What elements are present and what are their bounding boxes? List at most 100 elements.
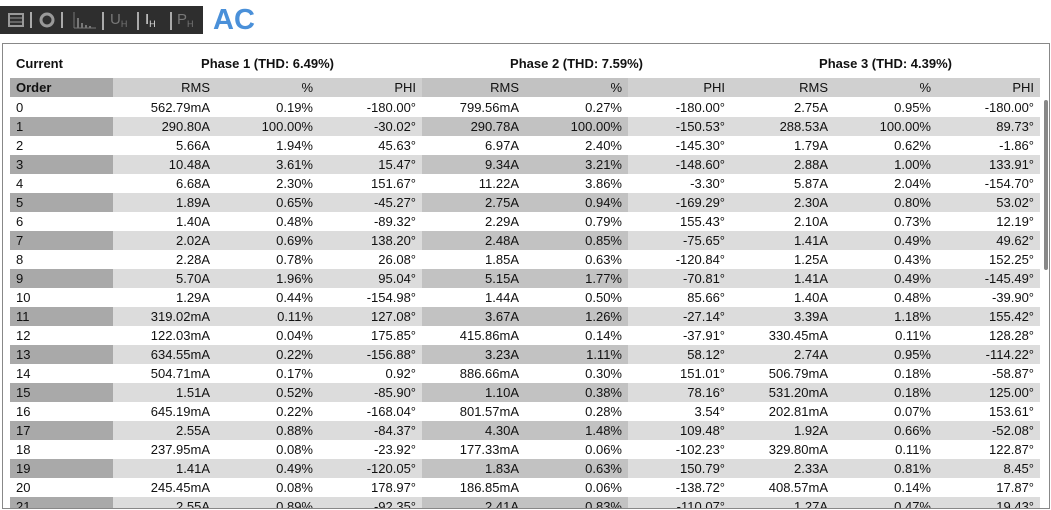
value-cell: 0.11% <box>895 328 931 343</box>
value-cell: 19.43° <box>937 497 1040 508</box>
value-cell: 0.88% <box>216 421 319 440</box>
value-cell: 177.33mA <box>459 442 519 457</box>
value-cell: 329.80mA <box>768 442 828 457</box>
value-cell: 1.44A <box>485 290 519 305</box>
value-cell: 1.26% <box>525 307 628 326</box>
value-cell: 8.45° <box>937 459 1040 478</box>
order-cell: 8 <box>16 252 24 267</box>
separator <box>137 12 139 30</box>
tab[interactable]: UH <box>110 6 127 34</box>
value-cell: 1.92A <box>731 421 834 440</box>
order-cell: 13 <box>10 345 113 364</box>
value-cell: 0.85% <box>525 231 628 250</box>
value-cell: 155.43° <box>680 214 725 229</box>
tab-label: U <box>110 11 121 28</box>
value-cell: 175.85° <box>371 328 416 343</box>
table-icon[interactable] <box>8 13 24 27</box>
value-cell: 0.28% <box>585 404 622 419</box>
value-cell: 1.11% <box>525 345 628 364</box>
value-cell: 2.55A <box>113 497 216 508</box>
value-cell: 0.78% <box>276 252 313 267</box>
value-cell: 3.23A <box>422 345 525 364</box>
value-cell: 128.28° <box>989 328 1034 343</box>
value-cell: 2.88A <box>731 155 834 174</box>
value-cell: 1.18% <box>834 307 937 326</box>
order-cell: 6 <box>16 214 24 229</box>
value-cell: 0.80% <box>834 193 937 212</box>
value-cell: 6.68A <box>176 176 210 191</box>
order-cell: 3 <box>10 155 113 174</box>
column-header: RMS <box>422 78 525 97</box>
value-cell: -3.30° <box>690 176 725 191</box>
value-cell: 151.67° <box>371 176 416 191</box>
value-cell: -154.70° <box>984 176 1034 191</box>
value-cell: 2.10A <box>794 214 828 229</box>
value-cell: -169.29° <box>628 193 731 212</box>
value-cell: 506.79mA <box>768 366 828 381</box>
value-cell: 330.45mA <box>768 328 828 343</box>
value-cell: 0.30% <box>585 366 622 381</box>
phase-header: Phase 1 (THD: 6.49%) <box>201 56 334 71</box>
value-cell: 78.16° <box>628 383 731 402</box>
value-cell: 1.79A <box>794 138 828 153</box>
value-cell: 1.77% <box>525 269 628 288</box>
value-cell: 12.19° <box>996 214 1034 229</box>
tab-label: I <box>145 11 150 28</box>
value-cell: -92.35° <box>319 497 422 508</box>
tab[interactable]: PH <box>177 6 194 34</box>
value-cell: -27.14° <box>628 307 731 326</box>
value-cell: 0.89% <box>216 497 319 508</box>
value-cell: 150.79° <box>628 459 731 478</box>
value-cell: 2.04% <box>894 176 931 191</box>
value-cell: 0.18% <box>834 383 937 402</box>
scrollbar[interactable] <box>1044 100 1048 270</box>
order-cell: 16 <box>16 404 31 419</box>
value-cell: 0.63% <box>585 252 622 267</box>
value-cell: 504.71mA <box>150 366 210 381</box>
value-cell: 0.65% <box>216 193 319 212</box>
tab[interactable]: IH <box>145 6 156 34</box>
value-cell: -23.92° <box>373 442 416 457</box>
value-cell: -84.37° <box>319 421 422 440</box>
value-cell: -156.88° <box>319 345 422 364</box>
value-cell: 0.94% <box>525 193 628 212</box>
value-cell: 1.83A <box>422 459 525 478</box>
value-cell: 3.61% <box>216 155 319 174</box>
value-cell: 0.69% <box>216 231 319 250</box>
value-cell: 3.39A <box>731 307 834 326</box>
value-cell: -102.23° <box>675 442 725 457</box>
value-cell: 801.57mA <box>459 404 519 419</box>
value-cell: 0.11% <box>216 307 319 326</box>
value-cell: 1.89A <box>113 193 216 212</box>
order-cell: 21 <box>10 497 113 508</box>
value-cell: 10.48A <box>113 155 216 174</box>
value-cell: 2.75A <box>794 100 828 115</box>
order-cell: 19 <box>10 459 113 478</box>
value-cell: 0.49% <box>216 459 319 478</box>
value-cell: 5.87A <box>794 176 828 191</box>
value-cell: 645.19mA <box>150 404 210 419</box>
value-cell: 1.41A <box>731 231 834 250</box>
value-cell: -110.07° <box>628 497 731 508</box>
value-cell: 0.95% <box>834 345 937 364</box>
value-cell: 53.02° <box>937 193 1040 212</box>
value-cell: -39.90° <box>991 290 1034 305</box>
order-cell: 1 <box>10 117 113 136</box>
harmonics-icon[interactable] <box>73 12 96 29</box>
value-cell: 0.14% <box>585 328 622 343</box>
value-cell: 125.00° <box>937 383 1040 402</box>
order-cell: 10 <box>16 290 31 305</box>
value-cell: 415.86mA <box>459 328 519 343</box>
value-cell: -148.60° <box>628 155 731 174</box>
settings-icon[interactable] <box>39 12 55 28</box>
value-cell: 290.78A <box>422 117 525 136</box>
value-cell: 3.86% <box>585 176 622 191</box>
column-header: PHI <box>628 78 731 97</box>
value-cell: 85.66° <box>687 290 725 305</box>
value-cell: 2.41A <box>422 497 525 508</box>
value-cell: 152.25° <box>989 252 1034 267</box>
value-cell: 186.85mA <box>459 480 519 495</box>
value-cell: 122.03mA <box>150 328 210 343</box>
order-cell: 9 <box>10 269 113 288</box>
column-header: % <box>525 78 628 97</box>
